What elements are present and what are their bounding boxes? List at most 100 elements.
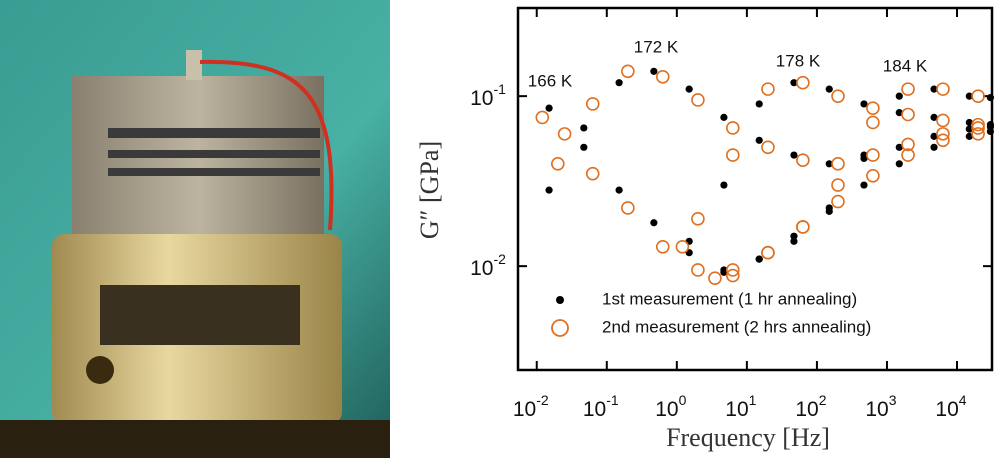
data-point — [691, 93, 705, 107]
y-tick-label-base: 10 — [470, 257, 493, 280]
data-point — [755, 100, 763, 108]
data-point — [708, 271, 722, 285]
data-point — [965, 132, 973, 140]
y-axis-label: G″ [GPa] — [415, 141, 444, 239]
data-point — [755, 255, 763, 263]
slot — [108, 150, 320, 158]
annotation: 178 K — [776, 51, 821, 70]
data-point — [650, 219, 658, 227]
x-tick-label: 104 — [935, 392, 966, 421]
wire — [199, 59, 334, 231]
data-point — [790, 232, 798, 240]
data-point — [685, 237, 693, 245]
holder-window — [100, 285, 300, 345]
x-tick-label-base: 10 — [513, 398, 536, 421]
data-point — [720, 181, 728, 189]
legend-label: 1st measurement (1 hr annealing) — [602, 289, 857, 308]
data-point — [965, 118, 973, 127]
data-point — [930, 143, 938, 151]
data-point — [796, 75, 810, 90]
y-tick-label-exponent: -1 — [493, 81, 506, 97]
chart: Frequency [Hz] G″ [GPa] 10-2 10-1 100 101 10… — [415, 6, 995, 452]
annotation: 184 K — [883, 56, 928, 75]
data-point — [895, 160, 903, 168]
data-point — [551, 157, 565, 171]
x-tick-label-exponent: -2 — [536, 392, 549, 408]
x-tick-label-base: 10 — [935, 398, 958, 421]
data-point — [930, 132, 938, 140]
data-point — [691, 263, 705, 277]
hole — [86, 356, 114, 384]
y-tick-label: 10-1 — [470, 81, 506, 110]
data-point — [895, 92, 903, 100]
data-point — [726, 268, 740, 283]
data-point — [580, 124, 588, 132]
data-point — [936, 113, 950, 128]
data-point — [930, 113, 938, 121]
data-point — [726, 148, 740, 162]
x-tick-label: 102 — [795, 392, 826, 421]
legend-label: 2nd measurement (2 hrs annealing) — [602, 317, 871, 336]
x-tick-label-base: 10 — [655, 398, 678, 421]
data-point — [971, 117, 985, 132]
annotation: 172 K — [634, 37, 679, 56]
slot — [108, 128, 320, 138]
data-point — [831, 178, 845, 192]
data-point — [936, 133, 950, 148]
data-point — [621, 201, 635, 215]
x-tick-label: 100 — [655, 392, 686, 421]
data-point — [761, 245, 775, 260]
data-point — [545, 186, 553, 194]
data-point — [761, 140, 775, 155]
data-point — [901, 137, 915, 152]
legend-marker — [551, 319, 569, 337]
x-tick-label-base: 10 — [725, 398, 748, 421]
data-point — [831, 89, 845, 103]
data-point — [866, 101, 880, 115]
plot-frame — [516, 6, 994, 372]
data-point — [860, 100, 868, 108]
data-point — [650, 67, 658, 75]
data-point — [986, 94, 995, 102]
data-point — [825, 160, 833, 168]
x-tick-label-exponent: 0 — [679, 392, 687, 408]
data-point — [655, 69, 670, 84]
x-tick-label-exponent: 1 — [749, 392, 757, 408]
data-point — [615, 79, 623, 87]
data-point — [790, 79, 798, 87]
data-point — [895, 143, 903, 151]
data-point — [971, 89, 985, 103]
data-point — [825, 204, 833, 212]
data-point — [936, 82, 950, 96]
x-tick-label-base: 10 — [583, 398, 606, 421]
data-point — [726, 121, 740, 135]
data-point — [965, 125, 973, 133]
data-point — [860, 181, 868, 189]
post — [186, 50, 202, 80]
data-point — [825, 85, 833, 93]
data-point — [860, 151, 868, 159]
y-tick-label: 10-2 — [470, 251, 506, 280]
data-point — [895, 109, 903, 117]
x-tick-label-exponent: 2 — [819, 392, 827, 408]
data-point — [796, 220, 810, 234]
x-tick-label-exponent: 3 — [889, 392, 897, 408]
data-point — [720, 266, 728, 274]
data-point — [986, 121, 995, 129]
data-point — [615, 186, 623, 194]
data-point — [866, 148, 880, 162]
x-tick-label-exponent: 4 — [959, 392, 967, 408]
data-point — [761, 82, 775, 96]
data-point — [685, 85, 693, 93]
x-tick-label-base: 10 — [865, 398, 888, 421]
y-tick-label-base: 10 — [470, 87, 493, 110]
data-point — [790, 237, 798, 245]
data-point — [726, 263, 740, 277]
x-axis-label: Frequency [Hz] — [666, 423, 830, 452]
legend-marker — [556, 296, 564, 304]
data-point — [971, 121, 985, 135]
y-tick-label-exponent: -2 — [493, 251, 506, 267]
data-point — [580, 143, 588, 151]
data-point — [936, 127, 950, 141]
